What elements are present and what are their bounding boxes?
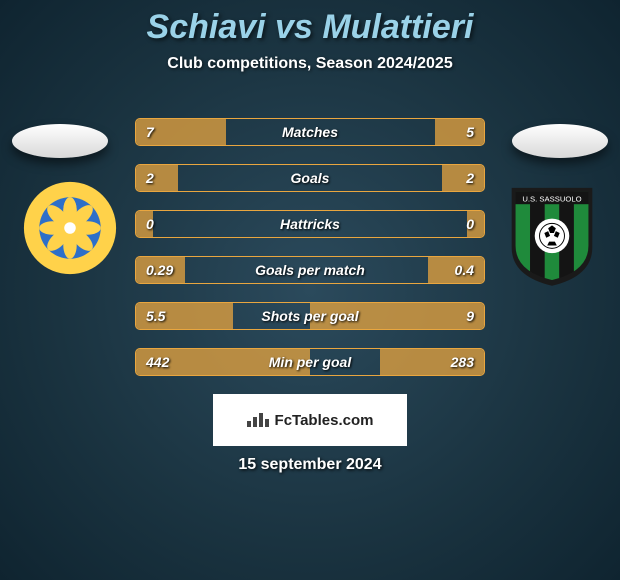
page-title: Schiavi vs Mulattieri [0, 0, 620, 47]
stat-row: 7 Matches 5 [135, 118, 485, 146]
carrarese-badge [22, 180, 118, 276]
comparison-stage: U.S. SASSUOLO 7 Matches 5 2 Goals 2 0 Hattricks… [0, 100, 620, 400]
stat-label: Hattricks [280, 216, 340, 232]
svg-text:U.S. SASSUOLO: U.S. SASSUOLO [522, 194, 581, 203]
stat-label: Min per goal [269, 354, 351, 370]
stat-right-value: 0 [456, 211, 484, 237]
stat-label: Goals [291, 170, 330, 186]
stat-left-value: 5.5 [136, 303, 175, 329]
stat-right-value: 9 [456, 303, 484, 329]
stat-right-value: 283 [441, 349, 484, 375]
player-disc-left [12, 124, 108, 158]
stat-label: Shots per goal [261, 308, 358, 324]
stat-left-value: 0 [136, 211, 164, 237]
stat-label: Matches [282, 124, 338, 140]
stat-row: 2 Goals 2 [135, 164, 485, 192]
stat-right-value: 2 [456, 165, 484, 191]
sassuolo-badge: U.S. SASSUOLO [504, 180, 600, 276]
stat-right-value: 5 [456, 119, 484, 145]
bar-chart-icon [247, 413, 269, 427]
watermark-text: FcTables.com [275, 412, 374, 429]
stat-row: 0 Hattricks 0 [135, 210, 485, 238]
stat-left-value: 2 [136, 165, 164, 191]
stat-right-value: 0.4 [445, 257, 484, 283]
stat-row: 442 Min per goal 283 [135, 348, 485, 376]
stat-row: 5.5 Shots per goal 9 [135, 302, 485, 330]
player-disc-right [512, 124, 608, 158]
stat-left-value: 7 [136, 119, 164, 145]
stat-left-value: 442 [136, 349, 179, 375]
stat-row: 0.29 Goals per match 0.4 [135, 256, 485, 284]
stat-rows: 7 Matches 5 2 Goals 2 0 Hattricks 0 0.29 Goals per… [135, 118, 485, 394]
date-text: 15 september 2024 [0, 456, 620, 474]
stat-label: Goals per match [255, 262, 365, 278]
fctables-watermark: FcTables.com [213, 394, 407, 446]
page-subtitle: Club competitions, Season 2024/2025 [0, 55, 620, 73]
stat-left-value: 0.29 [136, 257, 183, 283]
